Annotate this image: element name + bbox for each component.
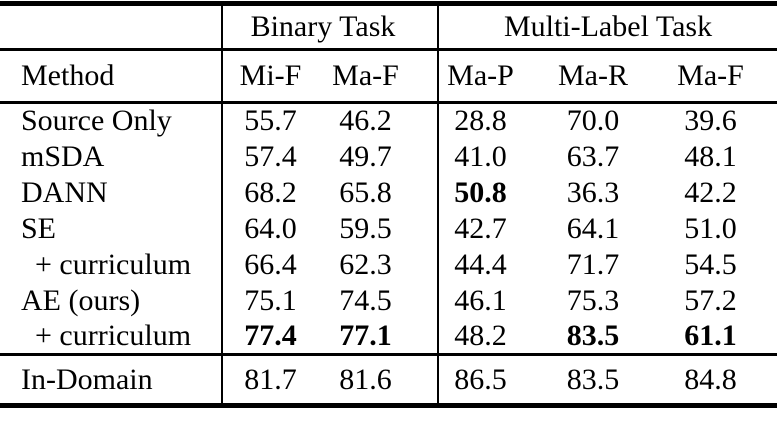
method-cell: SE — [21, 211, 57, 245]
value-cell: 68.2 — [221, 174, 318, 211]
value-cell: 62.3 — [339, 247, 392, 281]
table-row: + curriculum 66.4 62.3 44.4 71.7 54.5 — [0, 246, 777, 283]
header-group-row: Binary Task Multi-Label Task — [0, 3, 777, 51]
value-cell: 83.5 — [522, 353, 664, 406]
value-cell: 71.7 — [566, 247, 620, 281]
value-cell: 42.7 — [437, 210, 522, 247]
column-header-ma-r: Ma-R — [522, 49, 664, 104]
table-row: DANN 68.2 65.8 50.8 36.3 42.2 — [0, 174, 777, 211]
column-header-ma-p: Ma-P — [437, 49, 522, 104]
header-group-empty-cell — [0, 3, 222, 51]
value-cell: 65.8 — [339, 175, 392, 209]
header-group-multi-label-task: Multi-Label Task — [436, 3, 777, 51]
column-header-mi-f: Mi-F — [221, 49, 318, 104]
value-cell: 61.1 — [684, 318, 737, 352]
header-group-binary-task: Binary Task — [221, 3, 438, 51]
method-cell: In-Domain — [0, 353, 222, 406]
column-header-ma-f-binary: Ma-F — [318, 49, 438, 104]
value-cell: 63.7 — [566, 139, 620, 173]
table-body: Source Only 55.7 46.2 28.8 70.0 39.6 mSDA 57.4 4… — [0, 102, 777, 355]
column-header-method: Method — [0, 49, 222, 104]
value-cell: 59.5 — [339, 211, 392, 245]
value-cell: 41.0 — [437, 138, 522, 175]
value-cell: 50.8 — [437, 174, 522, 211]
value-cell: 64.0 — [221, 210, 318, 247]
results-table: Binary Task Multi-Label Task Method Mi-F… — [0, 1, 777, 408]
value-cell: 83.5 — [566, 318, 620, 352]
value-cell: 55.7 — [221, 102, 318, 139]
value-cell: 49.7 — [339, 139, 392, 173]
value-cell: 84.8 — [664, 353, 777, 406]
method-cell: Source Only — [21, 104, 172, 138]
method-cell: + curriculum — [35, 318, 192, 352]
value-cell: 75.3 — [566, 283, 620, 317]
method-cell: + curriculum — [35, 247, 192, 281]
value-cell: 81.7 — [221, 353, 318, 406]
value-cell: 46.1 — [437, 282, 522, 319]
value-cell: 75.1 — [221, 282, 318, 319]
value-cell: 48.2 — [437, 318, 522, 355]
value-cell: 70.0 — [566, 104, 620, 138]
column-header-row: Method Mi-F Ma-F Ma-P Ma-R Ma-F — [0, 49, 777, 104]
value-cell: 86.5 — [437, 353, 522, 406]
table-row: AE (ours) 75.1 74.5 46.1 75.3 57.2 — [0, 282, 777, 319]
in-domain-row: In-Domain 81.7 81.6 86.5 83.5 84.8 — [0, 353, 777, 406]
value-cell: 28.8 — [437, 102, 522, 139]
value-cell: 66.4 — [221, 246, 318, 283]
value-cell: 46.2 — [339, 104, 392, 138]
value-cell: 42.2 — [684, 175, 737, 209]
table-row: SE 64.0 59.5 42.7 64.1 51.0 — [0, 210, 777, 247]
value-cell: 36.3 — [566, 175, 620, 209]
value-cell: 54.5 — [684, 247, 737, 281]
table-row: Source Only 55.7 46.2 28.8 70.0 39.6 — [0, 102, 777, 139]
method-cell: mSDA — [21, 139, 105, 173]
value-cell: 81.6 — [318, 353, 438, 406]
value-cell: 57.2 — [684, 283, 737, 317]
value-cell: 44.4 — [437, 246, 522, 283]
value-cell: 74.5 — [339, 283, 392, 317]
value-cell: 77.4 — [221, 318, 318, 355]
column-header-ma-f-multi: Ma-F — [664, 49, 777, 104]
value-cell: 77.1 — [339, 318, 392, 352]
method-cell: DANN — [21, 175, 108, 209]
value-cell: 51.0 — [684, 211, 737, 245]
table-row: mSDA 57.4 49.7 41.0 63.7 48.1 — [0, 138, 777, 175]
method-cell: AE (ours) — [21, 283, 141, 317]
value-cell: 39.6 — [684, 104, 737, 138]
value-cell: 64.1 — [566, 211, 620, 245]
value-cell: 48.1 — [684, 139, 737, 173]
value-cell: 57.4 — [221, 138, 318, 175]
table-row: + curriculum 77.4 77.1 48.2 83.5 61.1 — [0, 318, 777, 355]
